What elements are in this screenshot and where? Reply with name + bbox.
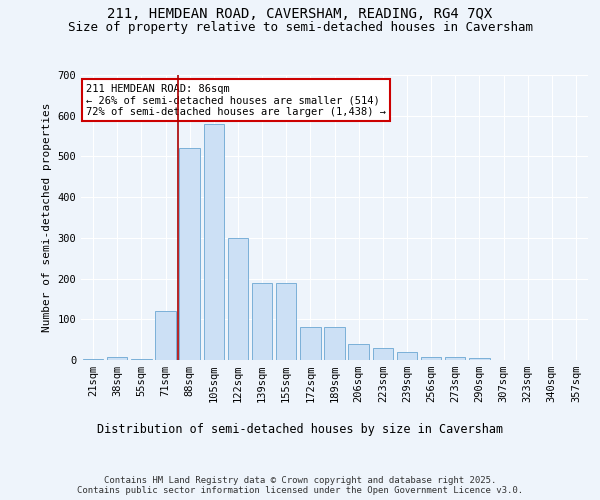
- Bar: [155, 311, 176, 360]
- Bar: [445, 356, 466, 360]
- Bar: [421, 356, 442, 360]
- Bar: [179, 148, 200, 360]
- Text: Size of property relative to semi-detached houses in Caversham: Size of property relative to semi-detach…: [67, 21, 533, 34]
- Bar: [373, 348, 393, 360]
- Text: Contains HM Land Registry data © Crown copyright and database right 2025.
Contai: Contains HM Land Registry data © Crown c…: [77, 476, 523, 495]
- Bar: [107, 356, 127, 360]
- Y-axis label: Number of semi-detached properties: Number of semi-detached properties: [42, 103, 52, 332]
- Bar: [469, 358, 490, 360]
- Bar: [349, 344, 369, 360]
- Bar: [227, 238, 248, 360]
- Bar: [252, 282, 272, 360]
- Bar: [276, 282, 296, 360]
- Bar: [324, 328, 345, 360]
- Bar: [203, 124, 224, 360]
- Text: 211 HEMDEAN ROAD: 86sqm
← 26% of semi-detached houses are smaller (514)
72% of s: 211 HEMDEAN ROAD: 86sqm ← 26% of semi-de…: [86, 84, 386, 116]
- Bar: [131, 359, 152, 360]
- Bar: [300, 328, 320, 360]
- Bar: [83, 359, 103, 360]
- Text: Distribution of semi-detached houses by size in Caversham: Distribution of semi-detached houses by …: [97, 422, 503, 436]
- Bar: [397, 352, 417, 360]
- Text: 211, HEMDEAN ROAD, CAVERSHAM, READING, RG4 7QX: 211, HEMDEAN ROAD, CAVERSHAM, READING, R…: [107, 8, 493, 22]
